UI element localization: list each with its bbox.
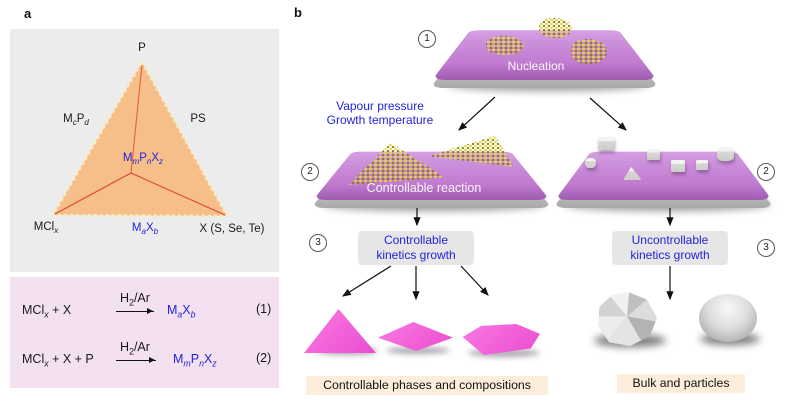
right-caption: Bulk and particles [617,374,745,393]
crystal-particle [598,137,614,150]
tie-line-right [130,172,226,216]
crystal-particle [696,160,708,170]
edge-label-maxb: MaXb [131,221,159,237]
phase-triangle [51,60,229,218]
vertex-label-x: X (S, Se, Te) [199,223,265,235]
edge-label-mcpd: McPd [63,112,89,128]
step-2-badge-left: 2 [301,163,319,181]
tie-line-top [130,64,143,174]
panel-a-label: a [24,6,32,21]
crystal-particle [671,160,685,172]
condition-vapour-pressure: Vapour pressure [336,99,424,113]
eq1-condition: H2/Ar [120,291,150,308]
controllable-kinetics-line2: kinetics growth [376,248,456,262]
tie-line-left [54,172,132,215]
pink-diamond-flake [378,322,453,351]
step-2-badge-right: 2 [757,163,775,181]
arrow-nucleation-to-left [458,96,496,131]
vertex-label-p: P [138,42,146,54]
icosahedron-particle [598,292,657,346]
eq1-reactants: MClx + X [22,303,72,320]
nucleation-label: Nucleation [507,59,565,73]
crystal-particle [717,147,734,161]
step-3-badge-right: 3 [757,239,775,257]
step-1-badge: 1 [418,30,436,48]
eq2-number: (2) [256,351,272,365]
equations-panel: MClx + X H2/Ar MaXb (1) MClx + X + P H2/… [10,277,279,388]
nucleation-cluster [539,18,572,38]
eq1-reaction-arrow [116,307,154,314]
nucleation-cluster [571,39,607,64]
arrow-nucleation-to-right [589,97,627,131]
controllable-kinetics-line1: Controllable [383,233,449,247]
sphere-particle [699,294,757,342]
nucleation-cluster [486,36,524,55]
left-caption: Controllable phases and compositions [306,376,548,395]
eq2-reactants: MClx + X + P [22,352,94,369]
pink-triangle-flake [304,309,376,353]
uncontrollable-kinetics-line2: kinetics growth [630,248,710,262]
eq2-product: MmPnXz [173,352,217,369]
eq2-condition: H2/Ar [120,340,150,357]
controllable-reaction-label: Controllable reaction [366,181,482,195]
eq1-product: MaXb [167,303,196,320]
panel-b-label: b [294,5,302,20]
arrow-to-triangle-flake [341,265,392,297]
center-label-mmpnxz: MmPnXz [122,151,164,167]
crystal-particle [647,149,660,160]
ternary-triangle [51,60,229,218]
uncontrollable-kinetics-line1: Uncontrollable [631,233,709,247]
flake-shadow [386,347,450,354]
arrow-to-hexagon-flake [460,265,489,296]
ternary-diagram-panel: P McPd PS MClx MaXb X (S, Se, Te) MmPnXz [10,29,279,272]
eq1-number: (1) [256,302,272,316]
crystal-particle [585,158,596,168]
step-3-badge-left: 3 [309,234,327,252]
condition-growth-temperature: Growth temperature [326,112,434,127]
eq2-reaction-arrow [116,356,156,363]
edge-label-ps: PS [190,113,206,125]
flake-shadow [468,349,540,357]
growth-conditions: Vapour pressure Growth temperature [314,99,446,128]
uncontrollable-kinetics-box: Uncontrollable kinetics growth [612,231,728,265]
vertex-label-mclx: MClx [33,220,59,236]
controllable-kinetics-box: Controllable kinetics growth [358,231,474,265]
